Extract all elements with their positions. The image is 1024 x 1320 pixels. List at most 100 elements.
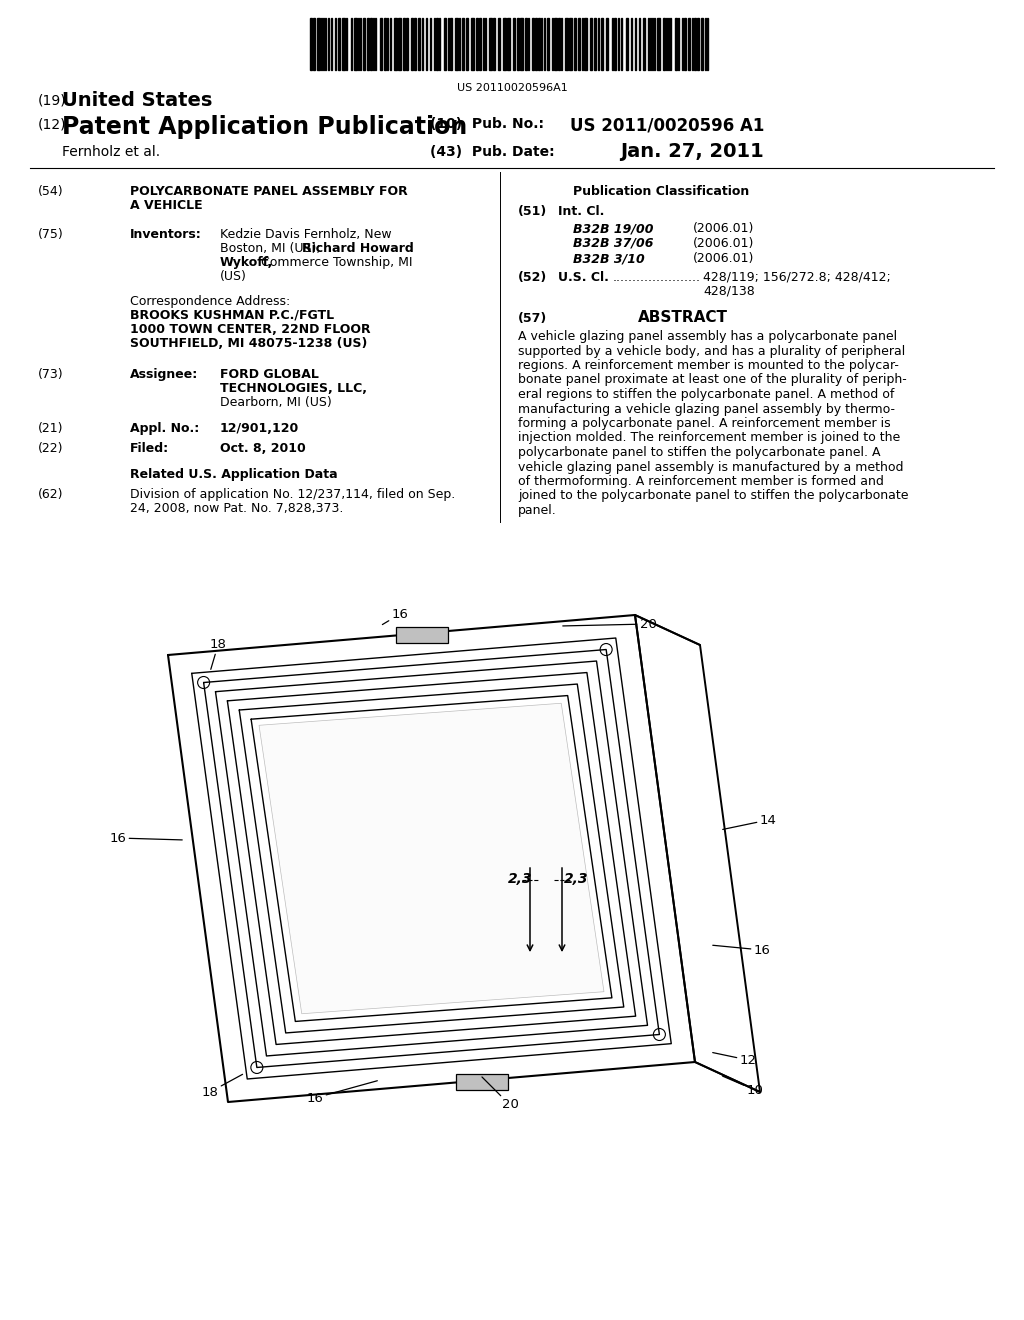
Bar (705, 18, 706, 70)
Text: (12): (12) (38, 117, 67, 131)
Bar (313, 18, 315, 70)
Bar (519, 18, 523, 70)
Bar (532, 18, 534, 70)
Bar (503, 18, 506, 70)
Bar (342, 18, 345, 70)
Bar (669, 18, 670, 70)
Bar (598, 18, 599, 70)
Bar (697, 18, 699, 70)
Text: US 20110020596A1: US 20110020596A1 (457, 83, 567, 92)
Text: 16: 16 (713, 944, 770, 957)
Text: B32B 37/06: B32B 37/06 (573, 238, 653, 249)
Text: Richard Howard: Richard Howard (302, 242, 414, 255)
Text: Correspondence Address:: Correspondence Address: (130, 294, 290, 308)
Text: Oct. 8, 2010: Oct. 8, 2010 (220, 442, 306, 455)
Text: Dearborn, MI (US): Dearborn, MI (US) (220, 396, 332, 409)
Text: U.S. Cl.: U.S. Cl. (558, 271, 609, 284)
Text: forming a polycarbonate panel. A reinforcement member is: forming a polycarbonate panel. A reinfor… (518, 417, 891, 430)
Text: Assignee:: Assignee: (130, 368, 199, 381)
Bar (650, 18, 651, 70)
Bar (403, 18, 406, 70)
Bar (325, 18, 326, 70)
Bar (459, 18, 460, 70)
Text: Division of application No. 12/237,114, filed on Sep.: Division of application No. 12/237,114, … (130, 488, 456, 502)
Bar (687, 18, 690, 70)
Bar (485, 18, 486, 70)
Text: 14: 14 (723, 813, 776, 829)
Bar (579, 18, 580, 70)
Bar (513, 18, 515, 70)
Text: (57): (57) (518, 312, 547, 325)
Text: BROOKS KUSHMAN P.C./FGTL: BROOKS KUSHMAN P.C./FGTL (130, 309, 334, 322)
Text: Inventors:: Inventors: (130, 228, 202, 242)
Text: (54): (54) (38, 185, 63, 198)
Text: Wykoff,: Wykoff, (220, 256, 273, 269)
Text: (19): (19) (38, 92, 67, 107)
Text: 10: 10 (723, 1076, 764, 1097)
Bar (648, 18, 649, 70)
Text: ABSTRACT: ABSTRACT (638, 310, 728, 325)
Bar (554, 18, 557, 70)
Bar (626, 18, 628, 70)
Bar (390, 18, 391, 70)
Bar (488, 18, 492, 70)
Text: Filed:: Filed: (130, 442, 169, 455)
Bar (471, 18, 474, 70)
Bar (541, 18, 542, 70)
Text: US 2011/0020596 A1: US 2011/0020596 A1 (570, 117, 764, 135)
Polygon shape (456, 1074, 508, 1090)
Bar (373, 18, 374, 70)
Text: vehicle glazing panel assembly is manufactured by a method: vehicle glazing panel assembly is manufa… (518, 461, 903, 474)
Text: B32B 19/00: B32B 19/00 (573, 222, 653, 235)
Bar (552, 18, 553, 70)
Bar (663, 18, 665, 70)
Bar (310, 18, 312, 70)
Bar (613, 18, 615, 70)
Text: 18: 18 (202, 1074, 243, 1098)
Text: 12/901,120: 12/901,120 (220, 422, 299, 436)
Text: (2006.01): (2006.01) (693, 222, 755, 235)
Text: Publication Classification: Publication Classification (573, 185, 750, 198)
Bar (317, 18, 319, 70)
Bar (364, 18, 365, 70)
Text: 428/138: 428/138 (703, 285, 755, 298)
Bar (671, 18, 672, 70)
Bar (635, 18, 636, 70)
Bar (574, 18, 577, 70)
Text: polycarbonate panel to stiffen the polycarbonate panel. A: polycarbonate panel to stiffen the polyc… (518, 446, 881, 459)
Bar (434, 18, 435, 70)
Bar (499, 18, 501, 70)
Bar (479, 18, 481, 70)
Bar (544, 18, 546, 70)
Text: bonate panel proximate at least one of the plurality of periph-: bonate panel proximate at least one of t… (518, 374, 906, 387)
Text: 18: 18 (210, 639, 226, 669)
Bar (328, 18, 330, 70)
Text: (43)  Pub. Date:: (43) Pub. Date: (430, 145, 555, 158)
Bar (384, 18, 386, 70)
Text: eral regions to stiffen the polycarbonate panel. A method of: eral regions to stiffen the polycarbonat… (518, 388, 894, 401)
Bar (354, 18, 357, 70)
Bar (321, 18, 322, 70)
Bar (418, 18, 420, 70)
Text: (21): (21) (38, 422, 63, 436)
Text: ......................: ...................... (613, 271, 701, 284)
Text: of thermoforming. A reinforcement member is formed and: of thermoforming. A reinforcement member… (518, 475, 884, 488)
Bar (584, 18, 587, 70)
Bar (483, 18, 484, 70)
Bar (411, 18, 413, 70)
Text: Jan. 27, 2011: Jan. 27, 2011 (620, 143, 764, 161)
Bar (561, 18, 562, 70)
Text: (52): (52) (518, 271, 547, 284)
Bar (667, 18, 668, 70)
Text: Patent Application Publication: Patent Application Publication (62, 115, 467, 139)
Text: Appl. No.:: Appl. No.: (130, 422, 200, 436)
Text: 428/119; 156/272.8; 428/412;: 428/119; 156/272.8; 428/412; (703, 271, 891, 284)
Bar (643, 18, 645, 70)
Bar (394, 18, 396, 70)
Text: Kedzie Davis Fernholz, New: Kedzie Davis Fernholz, New (220, 228, 391, 242)
Bar (590, 18, 592, 70)
Bar (456, 18, 458, 70)
Bar (367, 18, 369, 70)
Bar (407, 18, 409, 70)
Text: (10)  Pub. No.:: (10) Pub. No.: (430, 117, 544, 131)
